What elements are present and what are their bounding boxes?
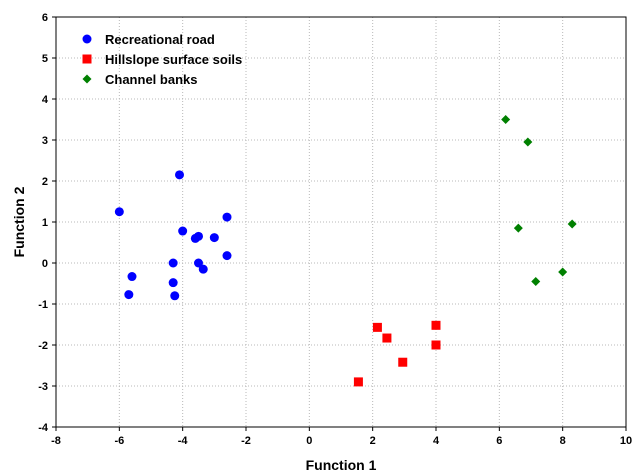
y-tick-label: -1: [38, 299, 48, 311]
data-point: [431, 340, 441, 350]
x-tick-label: -8: [51, 435, 61, 447]
data-points: [114, 115, 577, 387]
data-point: [531, 276, 541, 286]
data-point: [124, 290, 134, 300]
y-tick-label: -4: [38, 422, 49, 434]
data-point: [222, 212, 232, 222]
y-tick-label: 0: [42, 258, 48, 270]
data-point: [501, 115, 511, 124]
y-tick-label: 6: [42, 12, 48, 24]
y-tick-label: 2: [42, 176, 48, 188]
data-point: [353, 377, 363, 387]
x-tick-label: 0: [306, 435, 312, 447]
data-point: [175, 170, 184, 180]
data-point: [194, 258, 203, 268]
y-tick-label: 4: [42, 94, 49, 106]
data-point: [513, 223, 523, 233]
y-tick-label: 5: [42, 53, 48, 65]
x-tick-label: 10: [620, 435, 632, 447]
data-point: [382, 333, 392, 343]
legend-label: Hillslope surface soils: [105, 52, 242, 67]
data-point: [558, 267, 568, 277]
data-point: [222, 251, 232, 261]
x-axis-title: Function 1: [306, 457, 377, 472]
data-point: [398, 357, 408, 367]
x-tick-label: 8: [560, 435, 566, 447]
data-point: [209, 233, 219, 243]
data-point: [431, 320, 441, 330]
data-point: [170, 291, 180, 301]
data-point: [523, 137, 533, 147]
legend-label: Channel banks: [105, 72, 197, 87]
data-point: [567, 219, 577, 229]
data-point: [114, 207, 124, 217]
data-point: [127, 272, 137, 282]
grid-lines: [56, 17, 626, 427]
axis-ticks: -8 -6 -4 -2 0 2 4 6 8 10 -4 -3 -2 -1 0 1 2 3 4 5 6: [38, 12, 632, 447]
y-tick-label: -2: [38, 340, 48, 352]
x-tick-label: 2: [370, 435, 376, 447]
x-tick-label: -2: [241, 435, 251, 447]
y-tick-label: 1: [42, 217, 48, 229]
y-tick-label: 3: [42, 135, 48, 147]
data-point: [190, 233, 200, 243]
x-tick-label: 4: [433, 435, 440, 447]
data-point: [198, 264, 208, 274]
data-point: [178, 226, 188, 236]
x-tick-label: -4: [178, 435, 189, 447]
legend-marker: [82, 54, 92, 64]
legend: Recreational road Hillslope surface soils…: [82, 32, 242, 87]
x-tick-label: 6: [496, 435, 502, 447]
y-tick-label: -3: [38, 381, 48, 393]
legend-marker: [82, 34, 92, 44]
x-tick-label: -6: [114, 435, 124, 447]
y-axis-title: Function 2: [11, 186, 27, 257]
data-point: [168, 278, 178, 288]
legend-marker: [82, 74, 92, 84]
data-point: [168, 258, 178, 268]
legend-label: Recreational road: [105, 32, 215, 47]
data-point: [372, 322, 382, 332]
